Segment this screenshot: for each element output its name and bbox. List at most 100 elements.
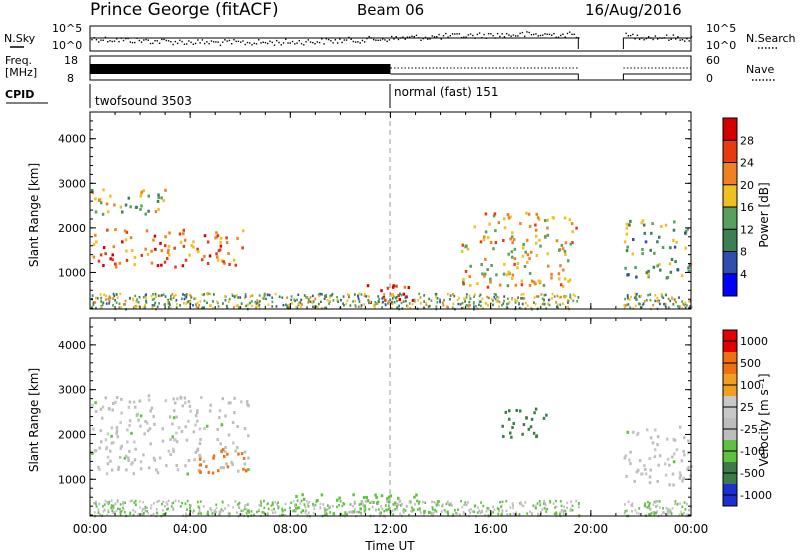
noise-point — [249, 42, 251, 44]
near-range-cell — [560, 504, 563, 508]
near-range-cell — [134, 306, 136, 309]
noise-point — [341, 41, 343, 44]
range-gate-cell — [397, 496, 400, 500]
range-gate-cell — [236, 424, 239, 428]
range-gate-cell — [99, 429, 103, 433]
range-gate-cell — [130, 248, 134, 252]
near-range-cell — [167, 499, 170, 503]
near-range-cell — [105, 302, 108, 305]
near-range-cell — [363, 303, 366, 306]
range-gate-cell — [105, 202, 109, 206]
near-range-cell — [122, 507, 125, 511]
near-range-cell — [551, 292, 554, 296]
near-range-cell — [479, 511, 482, 515]
near-range-cell — [228, 512, 231, 516]
range-gate-cell — [509, 431, 512, 435]
near-range-cell — [498, 300, 501, 304]
near-range-cell — [356, 510, 359, 514]
y-tick-label: 4000 — [58, 339, 86, 352]
noise-point — [632, 33, 634, 36]
noise-point — [334, 39, 337, 41]
range-gate-cell — [683, 453, 686, 457]
range-gate-cell — [670, 258, 674, 262]
near-range-cell — [402, 300, 405, 303]
noise-point — [271, 41, 273, 44]
noise-point — [321, 38, 323, 40]
range-gate-cell — [183, 401, 187, 405]
near-range-cell — [656, 504, 659, 507]
noise-point — [276, 39, 278, 42]
near-range-cell — [304, 511, 307, 514]
noise-point — [564, 36, 566, 38]
y-tick-label: 3000 — [58, 177, 86, 190]
near-range-cell — [100, 296, 103, 300]
near-range-cell — [534, 504, 537, 508]
range-gate-cell — [539, 244, 542, 248]
near-range-cell — [119, 292, 122, 296]
near-range-cell — [224, 295, 226, 298]
near-range-cell — [94, 502, 97, 505]
range-gate-cell — [101, 405, 105, 409]
range-gate-cell — [648, 456, 651, 460]
near-range-cell — [436, 297, 439, 300]
near-range-cell — [559, 499, 562, 503]
range-gate-cell — [654, 428, 657, 432]
range-gate-cell — [139, 424, 142, 428]
near-range-cell — [549, 500, 552, 504]
noise-point — [109, 40, 111, 42]
near-range-cell — [303, 294, 306, 297]
near-range-cell — [384, 504, 387, 507]
near-range-cell — [672, 303, 675, 306]
near-range-cell — [566, 501, 568, 505]
noise-point — [467, 34, 470, 36]
range-gate-cell — [687, 465, 690, 469]
range-gate-cell — [559, 283, 563, 287]
range-gate-cell — [568, 278, 572, 282]
range-gate-cell — [166, 251, 170, 255]
range-gate-cell — [661, 246, 665, 250]
range-gate-cell — [509, 237, 512, 241]
near-range-cell — [307, 511, 310, 515]
near-range-cell — [678, 305, 681, 308]
near-range-cell — [402, 508, 405, 511]
range-gate-cell — [525, 211, 528, 215]
near-range-cell — [187, 300, 190, 303]
near-range-cell — [190, 296, 193, 299]
near-range-cell — [186, 300, 189, 304]
near-range-cell — [431, 513, 433, 516]
range-gate-cell — [168, 415, 172, 419]
range-gate-cell — [498, 283, 502, 287]
near-range-cell — [468, 294, 471, 298]
range-gate-cell — [629, 462, 632, 466]
near-range-cell — [500, 512, 503, 516]
range-gate-cell — [172, 409, 176, 413]
near-range-cell — [254, 300, 257, 304]
near-range-cell — [131, 499, 133, 502]
near-range-cell — [652, 503, 655, 506]
near-range-cell — [556, 305, 558, 309]
near-range-cell — [539, 503, 542, 507]
near-range-cell — [294, 299, 297, 303]
near-range-cell — [393, 295, 395, 299]
y-tick-label: 2000 — [58, 222, 86, 235]
range-gate-cell — [198, 453, 201, 457]
near-range-cell — [263, 499, 265, 503]
noise-point — [258, 39, 260, 41]
near-range-cell — [569, 295, 572, 299]
near-range-cell — [186, 499, 189, 503]
near-range-cell — [206, 301, 208, 305]
near-range-cell — [192, 511, 194, 514]
near-range-cell — [542, 502, 545, 505]
near-range-cell — [465, 303, 468, 307]
near-range-cell — [624, 509, 627, 513]
near-range-cell — [656, 500, 659, 503]
range-gate-cell — [100, 416, 104, 420]
near-range-cell — [431, 506, 434, 509]
range-gate-cell — [513, 262, 516, 266]
range-gate-cell — [665, 437, 669, 441]
near-range-cell — [635, 298, 637, 301]
near-range-cell — [464, 501, 467, 504]
near-range-cell — [508, 301, 511, 304]
near-range-cell — [423, 513, 425, 517]
noise-point — [542, 34, 544, 36]
